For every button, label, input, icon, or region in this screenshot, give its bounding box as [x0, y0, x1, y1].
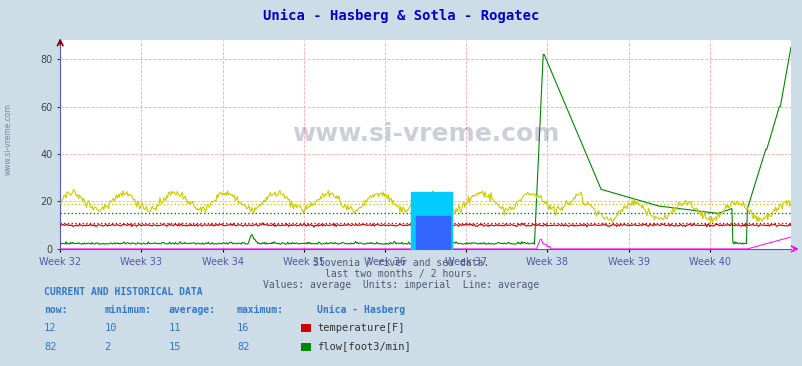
Text: Values: average  Units: imperial  Line: average: Values: average Units: imperial Line: av…	[263, 280, 539, 290]
Text: Unica - Hasberg: Unica - Hasberg	[317, 305, 405, 315]
Text: Unica - Hasberg & Sotla - Rogatec: Unica - Hasberg & Sotla - Rogatec	[263, 9, 539, 23]
Text: maximum:: maximum:	[237, 305, 284, 315]
Text: CURRENT AND HISTORICAL DATA: CURRENT AND HISTORICAL DATA	[44, 287, 203, 296]
Text: flow[foot3/min]: flow[foot3/min]	[317, 341, 411, 351]
Text: 10: 10	[104, 323, 117, 333]
Text: 82: 82	[237, 341, 249, 351]
Text: 11: 11	[168, 323, 181, 333]
Text: minimum:: minimum:	[104, 305, 152, 315]
Text: 15: 15	[168, 341, 181, 351]
Text: www.si-vreme.com: www.si-vreme.com	[3, 103, 13, 175]
Text: 16: 16	[237, 323, 249, 333]
Text: temperature[F]: temperature[F]	[317, 323, 404, 333]
Text: last two months / 2 hours.: last two months / 2 hours.	[325, 269, 477, 279]
Text: 12: 12	[44, 323, 57, 333]
Text: 82: 82	[44, 341, 57, 351]
Text: now:: now:	[44, 305, 67, 315]
Text: 2: 2	[104, 341, 111, 351]
Text: average:: average:	[168, 305, 216, 315]
Text: Slovenia / river and sea data.: Slovenia / river and sea data.	[313, 258, 489, 268]
Text: www.si-vreme.com: www.si-vreme.com	[291, 122, 559, 146]
